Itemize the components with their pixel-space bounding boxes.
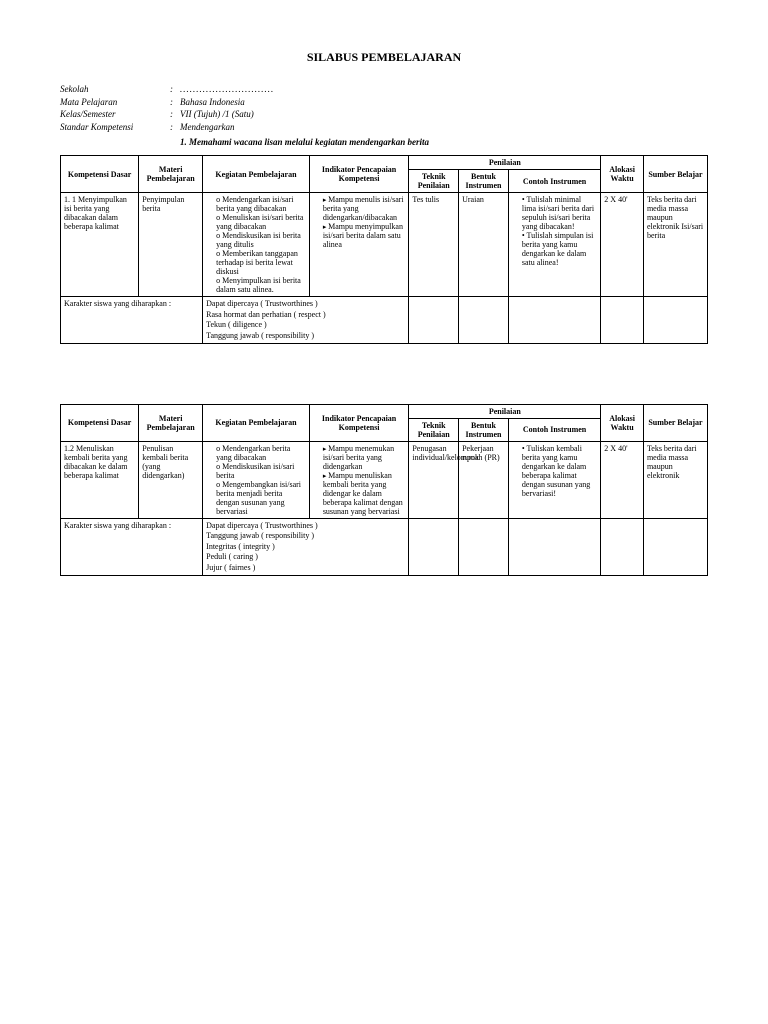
cell-kegiatan: Mendengarkan isi/sari berita yang dibaca… <box>203 193 310 297</box>
cell-materi: Penulisan kembali berita (yang didengark… <box>139 441 203 518</box>
char-values: Dapat dipercaya ( Trustworthines )Tanggu… <box>203 518 409 575</box>
th-indikator: Indikator Pencapaian Kompetensi <box>309 404 409 441</box>
cell-alokasi: 2 X 40' <box>601 193 644 297</box>
char-line: Jujur ( fairnes ) <box>206 563 405 573</box>
char-line: Tekun ( diligence ) <box>206 320 405 330</box>
th-kd: Kompetensi Dasar <box>61 156 139 193</box>
table-row: 1.2 Menuliskan kembali berita yang dibac… <box>61 441 708 518</box>
meta-mapel-value: Bahasa Indonesia <box>180 96 708 109</box>
th-sumber: Sumber Belajar <box>643 156 707 193</box>
th-penilaian: Penilaian <box>409 404 601 418</box>
th-alokasi: Alokasi Waktu <box>601 156 644 193</box>
cell-sumber: Teks berita dari media massa maupun elek… <box>643 441 707 518</box>
meta-standar-value: Mendengarkan <box>180 121 708 134</box>
char-label: Karakter siswa yang diharapkan : <box>61 297 203 344</box>
cell-indikator: Mampu menulis isi/sari berita yang diden… <box>309 193 409 297</box>
cell-indikator: Mampu menemukan isi/sari berita yang did… <box>309 441 409 518</box>
th-materi: Materi Pembelajaran <box>139 156 203 193</box>
cell-bentuk: Pekerjaan rumah (PR) <box>459 441 509 518</box>
cell-teknik: Penugasan individual/kelompok <box>409 441 459 518</box>
list-item: Mengembangkan isi/sari berita menjadi be… <box>216 480 306 516</box>
th-contoh: Contoh Instrumen <box>508 418 600 441</box>
page-title: SILABUS PEMBELAJARAN <box>60 50 708 65</box>
cell-bentuk: Uraian <box>459 193 509 297</box>
char-line: Rasa hormat dan perhatian ( respect ) <box>206 310 405 320</box>
cell-kd: 1. 1 Menyimpulkan isi berita yang dibaca… <box>61 193 139 297</box>
standar-kompetensi-line: 1. Memahami wacana lisan melalui kegiata… <box>180 137 708 147</box>
meta-sekolah-label: Sekolah <box>60 83 170 96</box>
syllabus-table-2: Kompetensi Dasar Materi Pembelajaran Keg… <box>60 404 708 576</box>
th-teknik: Teknik Penilaian <box>409 418 459 441</box>
meta-mapel-label: Mata Pelajaran <box>60 96 170 109</box>
cell-sumber: Teks berita dari media massa maupun elek… <box>643 193 707 297</box>
character-row: Karakter siswa yang diharapkan : Dapat d… <box>61 297 708 344</box>
char-line: Tanggung jawab ( responsibility ) <box>206 331 405 341</box>
list-item: Menyimpulkan isi berita dalam satu aline… <box>216 276 306 294</box>
meta-standar-label: Standar Kompetensi <box>60 121 170 134</box>
list-item: Mampu menyimpulkan isi/sari berita dalam… <box>323 222 406 249</box>
cell-alokasi: 2 X 40' <box>601 441 644 518</box>
th-bentuk: Bentuk Instrumen <box>459 170 509 193</box>
list-item: Mendiskusikan isi/sari berita <box>216 462 306 480</box>
th-bentuk: Bentuk Instrumen <box>459 418 509 441</box>
list-item: Mampu menulis isi/sari berita yang diden… <box>323 195 406 222</box>
cell-contoh: Tuliskan kembali berita yang kamu dengar… <box>508 441 600 518</box>
char-line: Dapat dipercaya ( Trustworthines ) <box>206 299 405 309</box>
character-row: Karakter siswa yang diharapkan : Dapat d… <box>61 518 708 575</box>
cell-contoh: Tulislah minimal lima isi/sari berita da… <box>508 193 600 297</box>
char-line: Integritas ( integrity ) <box>206 542 405 552</box>
meta-sekolah-value: ............................. <box>180 83 708 96</box>
list-item: Mampu menuliskan kembali berita yang did… <box>323 471 406 516</box>
cell-teknik: Tes tulis <box>409 193 459 297</box>
list-item: Mendengarkan berita yang dibacakan <box>216 444 306 462</box>
th-kegiatan: Kegiatan Pembelajaran <box>203 404 310 441</box>
th-kd: Kompetensi Dasar <box>61 404 139 441</box>
th-teknik: Teknik Penilaian <box>409 170 459 193</box>
th-sumber: Sumber Belajar <box>643 404 707 441</box>
char-values: Dapat dipercaya ( Trustworthines )Rasa h… <box>203 297 409 344</box>
list-item: Menuliskan isi/sari berita yang dibacaka… <box>216 213 306 231</box>
th-penilaian: Penilaian <box>409 156 601 170</box>
list-item: Memberikan tanggapan terhadap isi berita… <box>216 249 306 276</box>
meta-block: Sekolah : ............................. … <box>60 83 708 133</box>
char-line: Tanggung jawab ( responsibility ) <box>206 531 405 541</box>
cell-kd: 1.2 Menuliskan kembali berita yang dibac… <box>61 441 139 518</box>
list-item: Mendengarkan isi/sari berita yang dibaca… <box>216 195 306 213</box>
th-alokasi: Alokasi Waktu <box>601 404 644 441</box>
char-label: Karakter siswa yang diharapkan : <box>61 518 203 575</box>
char-line: Dapat dipercaya ( Trustworthines ) <box>206 521 405 531</box>
list-item: Tulislah minimal lima isi/sari berita da… <box>522 195 597 231</box>
cell-materi: Penyimpulan berita <box>139 193 203 297</box>
th-indikator: Indikator Pencapaian Kompetensi <box>309 156 409 193</box>
syllabus-table-1: Kompetensi Dasar Materi Pembelajaran Keg… <box>60 155 708 344</box>
list-item: Tuliskan kembali berita yang kamu dengar… <box>522 444 597 498</box>
char-line: Peduli ( caring ) <box>206 552 405 562</box>
meta-kelas-value: VII (Tujuh) /1 (Satu) <box>180 108 708 121</box>
th-contoh: Contoh Instrumen <box>508 170 600 193</box>
meta-kelas-label: Kelas/Semester <box>60 108 170 121</box>
list-item: Tulislah simpulan isi berita yang kamu d… <box>522 231 597 267</box>
th-kegiatan: Kegiatan Pembelajaran <box>203 156 310 193</box>
cell-kegiatan: Mendengarkan berita yang dibacakanMendis… <box>203 441 310 518</box>
list-item: Mampu menemukan isi/sari berita yang did… <box>323 444 406 471</box>
th-materi: Materi Pembelajaran <box>139 404 203 441</box>
table-row: 1. 1 Menyimpulkan isi berita yang dibaca… <box>61 193 708 297</box>
list-item: Mendiskusikan isi berita yang ditulis <box>216 231 306 249</box>
